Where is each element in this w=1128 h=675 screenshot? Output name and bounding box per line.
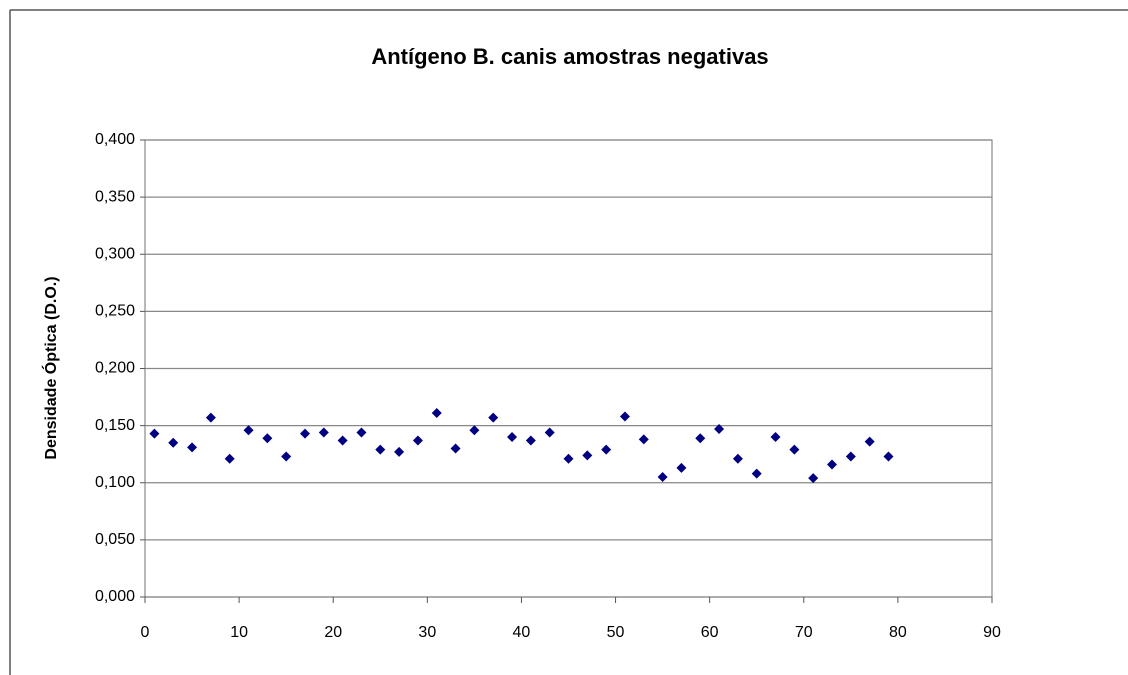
data-point [883,451,894,462]
data-point [281,451,292,462]
data-point [450,443,461,454]
data-point [619,411,630,422]
data-point [751,468,762,479]
data-point [337,435,348,446]
x-tick-label: 40 [513,624,531,641]
data-point [601,444,612,455]
x-tick-label: 60 [701,624,719,641]
data-point [488,412,499,423]
data-point [808,473,819,484]
data-point [149,428,160,439]
data-point [262,433,273,444]
x-tick-label: 20 [324,624,342,641]
data-point [770,432,781,443]
data-point [695,433,706,444]
data-point [638,434,649,445]
x-tick-label: 30 [418,624,436,641]
x-tick-label: 50 [607,624,625,641]
data-point [469,425,480,436]
data-point [714,424,725,435]
data-point [394,446,405,457]
x-tick-label: 70 [795,624,813,641]
y-axis-label: Densidade Óptica (D.O.) [41,276,60,459]
data-point [318,427,329,438]
data-point [845,451,856,462]
data-point [544,427,555,438]
data-point [507,432,518,443]
y-tick-label: 0,300 [95,245,135,262]
data-point [582,450,593,461]
chart-title: Antígeno B. canis amostras negativas [371,44,768,69]
y-tick-label: 0,050 [95,531,135,548]
x-tick-label: 10 [230,624,248,641]
y-tick-label: 0,200 [95,360,135,377]
data-point [205,412,216,423]
data-point [168,437,179,448]
data-point [864,436,875,447]
data-point [676,462,687,473]
y-tick-label: 0,350 [95,188,135,205]
data-point [525,435,536,446]
data-point [243,425,254,436]
data-point [657,472,668,483]
data-point [563,453,574,464]
data-point [732,453,743,464]
data-point [224,453,235,464]
data-point [789,444,800,455]
y-tick-label: 0,000 [95,588,135,605]
x-tick-label: 0 [141,624,150,641]
x-tick-label: 80 [889,624,907,641]
data-point [299,428,310,439]
data-point [827,459,838,470]
y-tick-label: 0,250 [95,303,135,320]
data-point [431,408,442,419]
data-point [356,427,367,438]
y-tick-label: 0,100 [95,474,135,491]
y-tick-label: 0,400 [95,131,135,148]
y-tick-label: 0,150 [95,417,135,434]
data-point [375,444,386,455]
x-tick-label: 90 [983,624,1001,641]
data-point [187,442,198,453]
data-point [412,435,423,446]
